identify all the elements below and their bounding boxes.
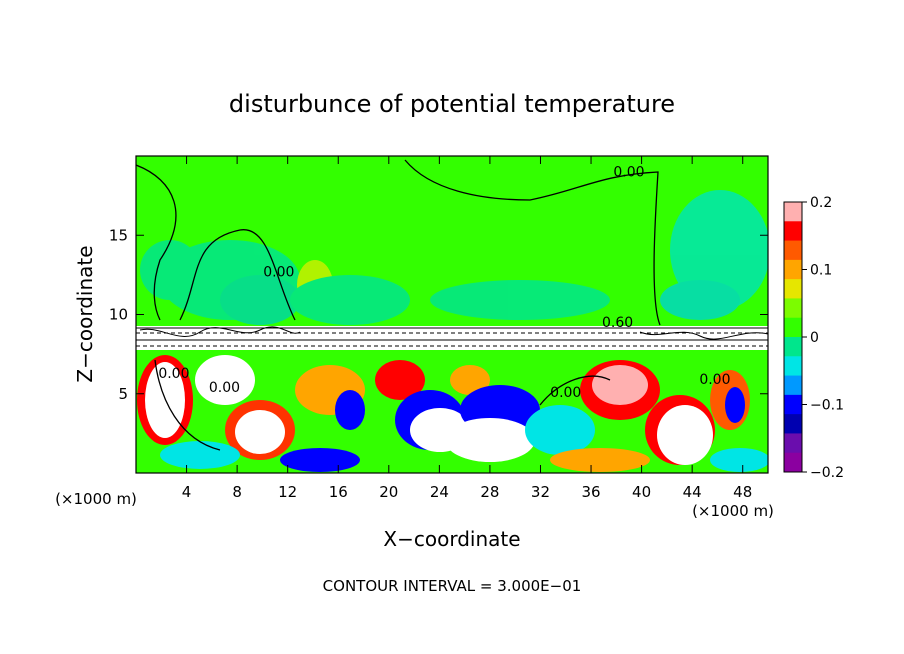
y-axis: 5 10 15 [109, 226, 768, 403]
contour-label: 0.00 [263, 264, 294, 280]
chart-title: disturbunce of potential temperature [229, 90, 675, 118]
colorbar [783, 201, 803, 473]
colorbar-swatch [784, 452, 802, 473]
contour-label: 0.00 [550, 385, 581, 401]
x-unit-left: (×1000 m) [55, 490, 137, 508]
boundary-contours [136, 326, 768, 347]
colorbar-swatch [784, 375, 802, 396]
x-tick-label: 12 [278, 483, 297, 501]
colorbar-tick-label: 0.2 [810, 195, 832, 211]
contour-label: 0.00 [158, 366, 189, 382]
colorbar-swatch [784, 394, 802, 415]
x-tick-label: 32 [531, 483, 550, 501]
x-tick-label: 48 [733, 483, 752, 501]
x-tick-label: 4 [182, 483, 192, 501]
x-axis-label: X−coordinate [383, 527, 520, 551]
colorbar-swatch [784, 298, 802, 319]
colorbar-tick-label: 0 [810, 330, 819, 346]
contour-label: 0.00 [613, 165, 644, 181]
colorbar-ticks: 0.2 0.1 0 −0.1 −0.2 [802, 195, 844, 481]
x-tick-label: 28 [480, 483, 499, 501]
colorbar-swatch [784, 240, 802, 261]
x-axis: 4 8 12 16 20 24 28 32 36 40 44 48 [182, 156, 752, 501]
lower-shading [137, 355, 768, 472]
x-tick-label: 16 [329, 483, 348, 501]
contours [136, 159, 661, 451]
x-unit-right: (×1000 m) [692, 502, 774, 520]
colorbar-swatch [784, 433, 802, 454]
x-tick-label: 20 [379, 483, 398, 501]
x-tick-label: 40 [632, 483, 651, 501]
x-tick-label: 24 [430, 483, 449, 501]
colorbar-tick-label: −0.2 [810, 465, 844, 481]
x-tick-label: 8 [232, 483, 242, 501]
contour-label: 0.60 [602, 315, 633, 331]
colorbar-swatch [784, 356, 802, 377]
contour-interval-footer: CONTOUR INTERVAL = 3.000E−01 [323, 577, 582, 595]
y-tick-label: 5 [118, 385, 128, 403]
colorbar-tick-label: 0.1 [810, 263, 832, 279]
colorbar-swatch [784, 317, 802, 338]
colorbar-swatch [784, 279, 802, 299]
colorbar-swatch [784, 337, 802, 357]
contour-label: 0.00 [699, 372, 730, 388]
colorbar-swatch [784, 259, 802, 280]
y-tick-label: 10 [109, 306, 128, 324]
upper-shading [140, 190, 768, 325]
y-tick-label: 15 [109, 226, 128, 244]
colorbar-swatch [784, 202, 802, 222]
colorbar-swatch [784, 414, 802, 434]
x-tick-label: 36 [581, 483, 600, 501]
colorbar-tick-label: −0.1 [810, 398, 844, 414]
colorbar-swatch [784, 221, 802, 242]
plot-area [136, 156, 768, 473]
contour-labels: 0.00 0.00 0.60 0.00 0.00 0.00 0.00 [158, 165, 730, 401]
x-tick-label: 44 [683, 483, 702, 501]
contour-label: 0.00 [209, 380, 240, 396]
y-axis-label: Z−coordinate [73, 245, 97, 382]
